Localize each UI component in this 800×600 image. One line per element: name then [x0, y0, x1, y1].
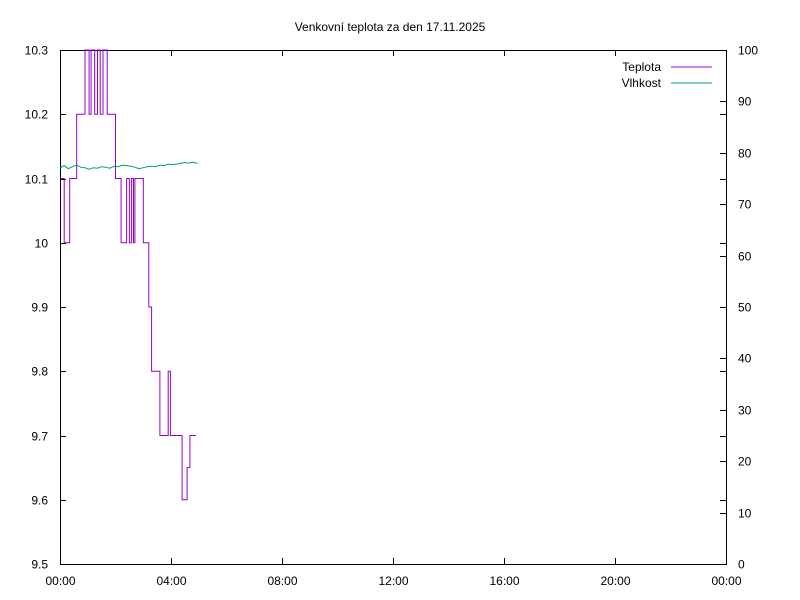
- x-tick-label: 20:00: [600, 574, 630, 588]
- y-tick-label: 9.7: [31, 430, 48, 444]
- series-layer: [59, 49, 198, 501]
- y-tick-label: 9.6: [31, 494, 48, 508]
- series-line-teplota: [60, 49, 196, 501]
- legend-label-teplota: Teplota: [622, 60, 661, 74]
- y2-tick-label: 10: [738, 507, 752, 521]
- y-tick-label: 10.1: [25, 173, 49, 187]
- x-tick-label: 12:00: [378, 574, 408, 588]
- y2-tick-label: 50: [738, 301, 752, 315]
- y-tick-label: 10.3: [25, 44, 49, 58]
- y2-tick-label: 90: [738, 95, 752, 109]
- y2-tick-label: 30: [738, 404, 752, 418]
- y2-tick-label: 40: [738, 352, 752, 366]
- x-tick-label: 04:00: [156, 574, 186, 588]
- chart-title: Venkovní teplota za den 17.11.2025: [295, 20, 486, 34]
- y-tick-label: 9.5: [31, 558, 48, 572]
- y2-tick-label: 80: [738, 147, 752, 161]
- y-tick-label: 9.9: [31, 301, 48, 315]
- y-tick-label: 10: [35, 237, 49, 251]
- series-line-vlhkost: [59, 161, 198, 170]
- x-tick-label: 00:00: [45, 574, 75, 588]
- x-tick-label: 16:00: [489, 574, 519, 588]
- y2-tick-label: 60: [738, 250, 752, 264]
- y2-tick-label: 20: [738, 455, 752, 469]
- y2-tick-label: 70: [738, 198, 752, 212]
- y2-tick-label: 100: [738, 44, 758, 58]
- y-tick-label: 9.8: [31, 365, 48, 379]
- x-tick-label: 08:00: [267, 574, 297, 588]
- x-tick-label: 00:00: [711, 574, 741, 588]
- legend-label-vlhkost: Vlhkost: [622, 76, 662, 90]
- y-tick-label: 10.2: [25, 108, 49, 122]
- legend: Teplota Vlhkost: [622, 60, 712, 90]
- plot-frame: [60, 50, 727, 565]
- axes: 9.5 9.6 9.7 9.8 9.9 10 10.1 10.2 10.3 0 10 20 30 40 50…: [25, 44, 759, 589]
- y2-tick-label: 0: [738, 558, 745, 572]
